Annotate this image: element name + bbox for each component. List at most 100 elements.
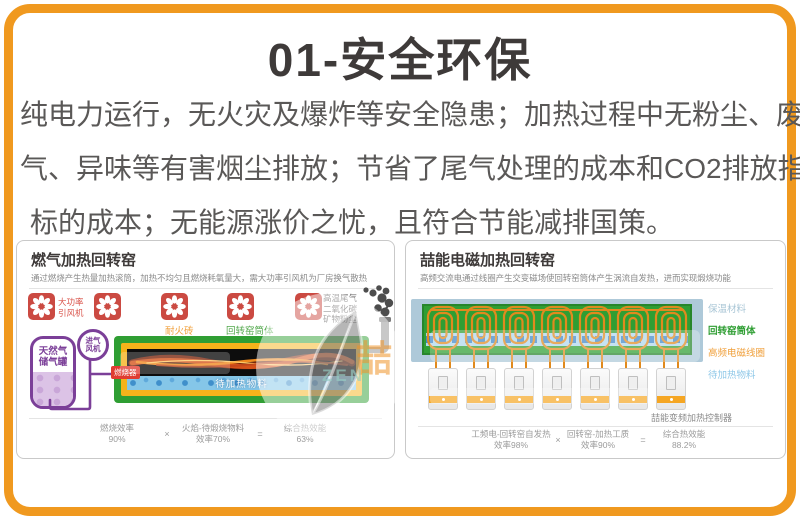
stat-item: 综合热效能 63% [283, 423, 327, 444]
gas-tank-label: 天然气 储气罐 [38, 346, 68, 368]
legend-label: 高频电磁线圈 [708, 348, 766, 359]
controller-band [467, 396, 495, 403]
controller-slot [476, 376, 486, 390]
coil-icon [616, 305, 650, 351]
controller-band [619, 396, 647, 403]
controller-box [618, 368, 648, 410]
cylinder-label: 回转窑筒体 [226, 326, 274, 337]
panel-subtitle: 高频交流电通过线圈产生交变磁场使回转窑筒体产生涡流自发热，进而实现煅烧功能 [420, 273, 731, 283]
refractory-layer: 待加热物料 [121, 343, 362, 396]
controller-box [466, 368, 496, 410]
coil-icon [578, 305, 612, 351]
controller-slot [666, 376, 676, 390]
exhaust-label: 高温尾气 二氧化碳 矿物粉尘 [323, 293, 358, 324]
stat-item: 工频电-回转窑自发热 效率98% [471, 429, 551, 450]
controller-box [542, 368, 572, 410]
controller-band [657, 396, 685, 403]
coil-controller-unit [578, 305, 612, 410]
coil-controller-unit [616, 305, 650, 410]
controller-label: 喆能变频加热控制器 [651, 413, 733, 423]
controller-slot [514, 376, 524, 390]
controller-box [504, 368, 534, 410]
controller-wire [487, 349, 489, 369]
coil-controller-unit [426, 305, 460, 410]
fan-icon [295, 293, 322, 320]
refractory-label: 耐火砖 [165, 326, 194, 337]
stat-item: 综合热效能 88.2% [662, 429, 706, 450]
controller-wire [677, 349, 679, 369]
controller-wire [587, 349, 589, 369]
stat-item: 火焰-待煅烧物料 效率70% [181, 423, 245, 444]
stat-operator: × [555, 435, 561, 445]
material-layer [426, 333, 688, 346]
controller-slot [552, 376, 562, 390]
divider [418, 288, 773, 289]
controller-wire [473, 349, 475, 369]
controller-wire [625, 349, 627, 369]
gas-tank-fill [33, 372, 73, 406]
divider [418, 426, 773, 427]
fan-icon [161, 293, 188, 320]
panel-title: 燃气加热回转窑 [31, 252, 137, 269]
divider [29, 418, 382, 419]
panel-gas-kiln: 燃气加热回转窑 通过燃烧产生热量加热滚筒，加热不均匀且燃烧耗氧量大，需大功率引风… [16, 240, 395, 459]
gas-tank: 天然气 储气罐 [30, 336, 76, 409]
controller-wire [639, 349, 641, 369]
gas-kiln-diagram: 待加热物料 [114, 336, 369, 403]
coil-controller-unit [464, 305, 498, 410]
stat-operator: × [164, 429, 170, 439]
panel-subtitle: 通过燃烧产生热量加热滚筒，加热不均匀且燃烧耗氧量大，需大功率引风机为厂房换气散热 [31, 273, 368, 283]
controller-wire [549, 349, 551, 369]
coil-controller-unit [540, 305, 574, 410]
controller-wire [601, 349, 603, 369]
controller-wire [663, 349, 665, 369]
divider [29, 288, 382, 289]
intro-paragraph: 纯电力运行，无火灾及爆炸等安全隐患；加热过程中无粉尘、废 气、异味等有害烟尘排放… [20, 88, 800, 250]
legend: 保温材料 回转窑筒体 高频电磁线圈 待加热物料 [708, 299, 765, 387]
coil-icon [464, 305, 498, 351]
kiln-core: 待加热物料 [127, 349, 356, 390]
controller-band [505, 396, 533, 403]
coil-icon [654, 305, 688, 351]
controller-slot [590, 376, 600, 390]
chimney-smoke-icon [363, 285, 394, 353]
controller-band [543, 396, 571, 403]
panel-electromagnetic-kiln: 喆能电磁加热回转窑 高频交流电通过线圈产生交变磁场使回转窑筒体产生涡流自发热，进… [405, 240, 786, 459]
controller-wire [449, 349, 451, 369]
fan-icon [94, 293, 121, 320]
controller-band [429, 396, 457, 403]
legend-label: 保温材料 [708, 304, 747, 315]
coil-controller-unit [502, 305, 536, 410]
page-title: 01-安全环保 [267, 34, 533, 86]
paragraph-line: 气、异味等有害烟尘排放；节省了尾气处理的成本和CO2排放指 [20, 153, 800, 184]
paragraph-line: 纯电力运行，无火灾及爆炸等安全隐患；加热过程中无粉尘、废 [20, 99, 800, 130]
paragraph-line: 标的成本；无能源涨价之忧，且符合节能减排国策。 [30, 207, 675, 238]
panel-title: 喆能电磁加热回转窑 [420, 252, 556, 269]
coil-icon [426, 305, 460, 351]
coil-icon [540, 305, 574, 351]
fan-icon [28, 293, 55, 320]
controller-wire [525, 349, 527, 369]
coil-controller-unit [654, 305, 688, 410]
controller-wire [563, 349, 565, 369]
controller-box [428, 368, 458, 410]
legend-label: 回转窑筒体 [708, 326, 756, 337]
stat-operator: = [640, 435, 646, 445]
controller-box [656, 368, 686, 410]
material-strip: 待加热物料 [127, 376, 356, 390]
stat-item: 燃烧效率 90% [99, 423, 134, 444]
material-label: 待加热物料 [215, 379, 268, 390]
controller-box [580, 368, 610, 410]
flame-graphic [128, 352, 356, 370]
legend-label: 待加热物料 [708, 370, 756, 381]
orange-frame [4, 4, 796, 516]
burner-tag: 燃烧器 [111, 366, 140, 379]
stat-item: 回转窑-加热工质 效率90% [566, 429, 630, 450]
fan-label: 大功率 引风机 [58, 297, 84, 318]
controller-band [581, 396, 609, 403]
fan-icon [227, 293, 254, 320]
controller-slot [628, 376, 638, 390]
controller-wire [435, 349, 437, 369]
controller-wire [511, 349, 513, 369]
